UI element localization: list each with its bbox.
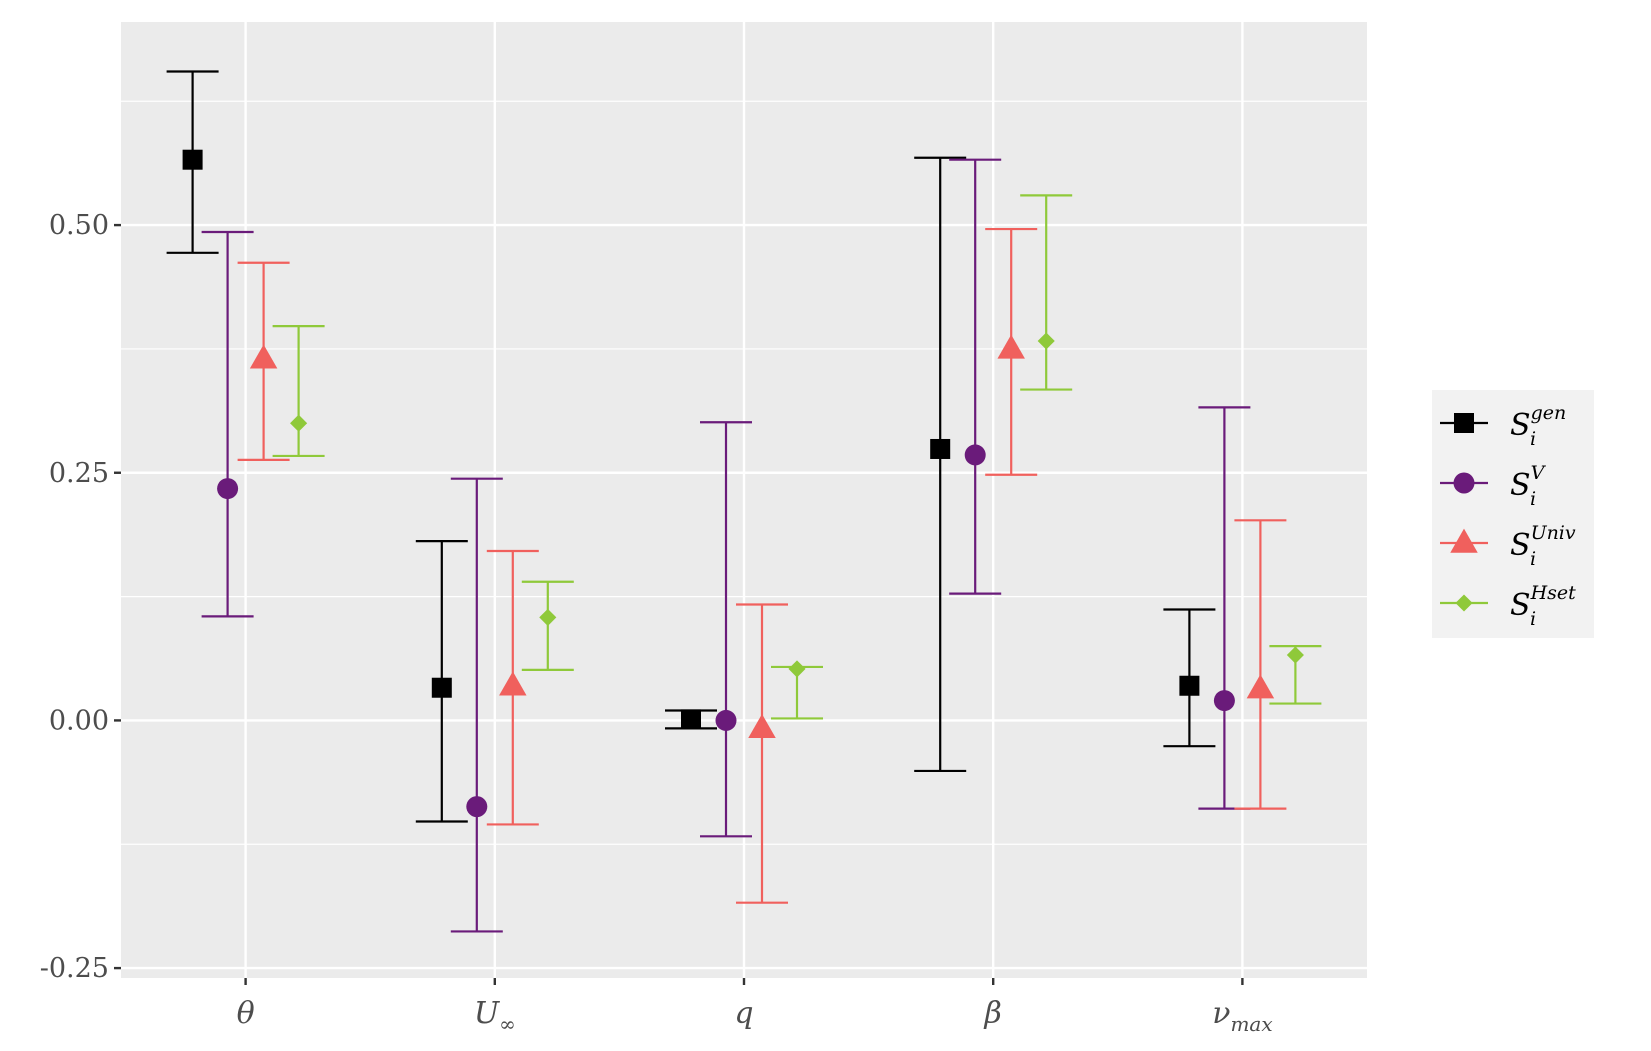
series-gen xyxy=(166,70,1216,823)
series-hset xyxy=(272,194,1322,720)
y-tick-label: -0.25 xyxy=(40,953,109,984)
legend-key-square xyxy=(1454,413,1474,433)
legend-label-base: S xyxy=(1510,408,1531,443)
legend-label-base: S xyxy=(1510,528,1531,563)
series-layer xyxy=(166,70,1322,933)
data-point-diamond xyxy=(1037,332,1055,350)
data-point-circle xyxy=(715,709,737,731)
data-point-circle xyxy=(466,796,488,818)
y-tick-label: 0.50 xyxy=(49,210,109,241)
legend-label-subscript: i xyxy=(1530,428,1536,450)
data-point-diamond xyxy=(1286,646,1304,664)
data-point-diamond xyxy=(290,414,308,432)
legend-label-superscript: Univ xyxy=(1531,522,1576,544)
data-point-diamond xyxy=(539,608,557,626)
legend-item: Sgen i xyxy=(1440,402,1566,450)
data-point-circle xyxy=(1213,690,1235,712)
x-axis: θ U∞ q β νmax xyxy=(237,978,1273,1036)
series-v xyxy=(201,158,1251,933)
legend-label-superscript: Hset xyxy=(1530,582,1577,604)
legend-label: SUniv i xyxy=(1510,522,1576,570)
data-point-circle xyxy=(964,444,986,466)
data-point-triangle xyxy=(1246,674,1275,699)
grid-major xyxy=(121,22,1367,978)
legend-item: SHset i xyxy=(1440,582,1576,630)
data-point-triangle xyxy=(499,671,527,696)
data-point-square xyxy=(182,149,203,170)
y-tick-label: 0.00 xyxy=(49,705,109,736)
x-tick-label: U∞ xyxy=(474,996,516,1036)
data-point-triangle xyxy=(249,344,278,369)
x-tick-label-base: q xyxy=(734,996,753,1031)
x-tick-label: θ xyxy=(237,996,255,1031)
x-tick-label-subscript: ∞ xyxy=(499,1012,516,1036)
x-tick-label: β xyxy=(984,996,1002,1031)
data-point-square xyxy=(1179,675,1200,696)
legend-label-base: S xyxy=(1510,588,1531,623)
legend-label-subscript: i xyxy=(1530,608,1536,630)
legend-label-base: S xyxy=(1510,468,1531,503)
x-tick-label-base: θ xyxy=(237,996,255,1031)
legend-label: Sgen i xyxy=(1510,402,1566,450)
data-point-triangle xyxy=(748,714,776,739)
x-tick-label-subscript: max xyxy=(1230,1012,1272,1036)
x-tick-label-base: β xyxy=(984,996,1002,1031)
data-point-square xyxy=(431,677,452,698)
legend-label-subscript: i xyxy=(1530,488,1536,510)
x-tick-label: νmax xyxy=(1212,996,1272,1036)
x-tick-label-base: U xyxy=(474,996,501,1031)
legend-label-superscript: gen xyxy=(1531,402,1567,424)
legend-key-triangle xyxy=(1450,528,1478,553)
data-point-square xyxy=(681,709,701,730)
legend-label-subscript: i xyxy=(1530,548,1536,570)
legend-label: SV i xyxy=(1510,462,1547,510)
data-point-diamond xyxy=(788,660,806,678)
data-point-square xyxy=(930,438,951,459)
y-axis: -0.25 0.00 0.25 0.50 xyxy=(40,210,121,984)
legend-key-circle xyxy=(1453,472,1475,494)
x-tick-label: q xyxy=(734,996,753,1031)
data-point-triangle xyxy=(997,334,1025,359)
data-point-circle xyxy=(217,478,239,500)
legend-key-diamond xyxy=(1455,594,1473,612)
x-tick-label-base: ν xyxy=(1212,996,1230,1031)
legend-item: SV i xyxy=(1440,462,1547,510)
y-tick-label: 0.25 xyxy=(49,458,109,489)
series-univ xyxy=(237,227,1287,904)
legend-label-superscript: V xyxy=(1531,462,1547,484)
legend-label: SHset i xyxy=(1510,582,1576,630)
legend-item: SUniv i xyxy=(1440,522,1576,570)
